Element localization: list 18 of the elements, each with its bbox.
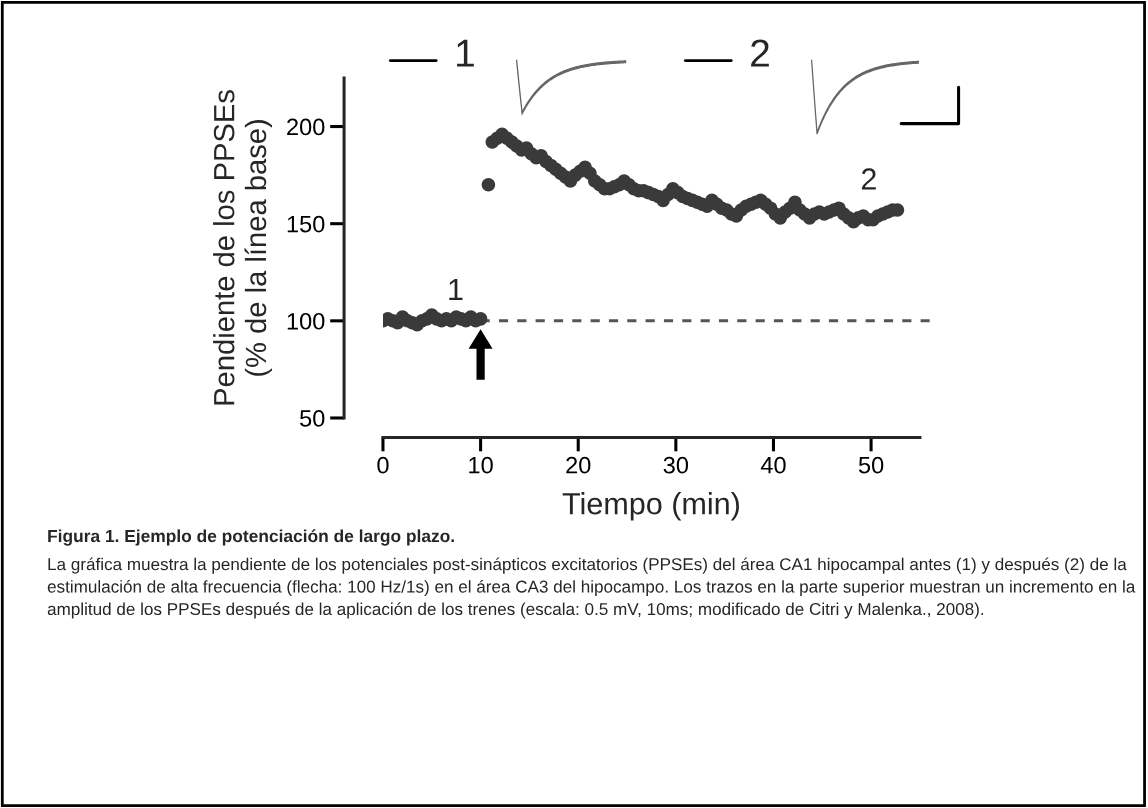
text: La gráfica muestra la pendiente de los potenciales post-sinápticos excitatorios (PPSEs) del área CA1 hipocampal antes (1) y después (2) de la estimulación de alta frecuencia (flecha: 100 Hz/1s) en el área CA3 del hipocampo. Los trazos en la parte superior muestran un incremento en la amplitud de los PPSEs después de la aplicación de los trenes (escala: 0.5 mV, 10ms; modificado de Citri y Malenka., 2008). (47, 557, 1136, 619)
annotation: 1 (449, 279, 463, 301)
y-tick-label: 50 (300, 410, 325, 427)
y-axis-title: Pendiente de los PPSEs (% de la línea base) (213, 90, 273, 405)
y-tick-label: 200 (287, 118, 325, 136)
x-tick-label: 0 (377, 456, 389, 474)
y-tick-label: 150 (287, 215, 325, 233)
y-tick-label: 100 (287, 312, 325, 330)
annotation: 2 (861, 168, 876, 190)
x-tick-label: 50 (858, 456, 884, 474)
text: 1 (457, 39, 474, 67)
text: 2 (751, 39, 769, 67)
x-axis-title: Tiempo (min) (562, 492, 739, 521)
x-tick-label: 10 (469, 456, 493, 474)
x-tick-label: 30 (663, 456, 689, 474)
x-tick-label: 20 (566, 456, 591, 474)
text: Figura 1. Ejemplo de potenciación de largo plazo. (48, 529, 454, 546)
x-tick-label: 40 (760, 456, 786, 474)
